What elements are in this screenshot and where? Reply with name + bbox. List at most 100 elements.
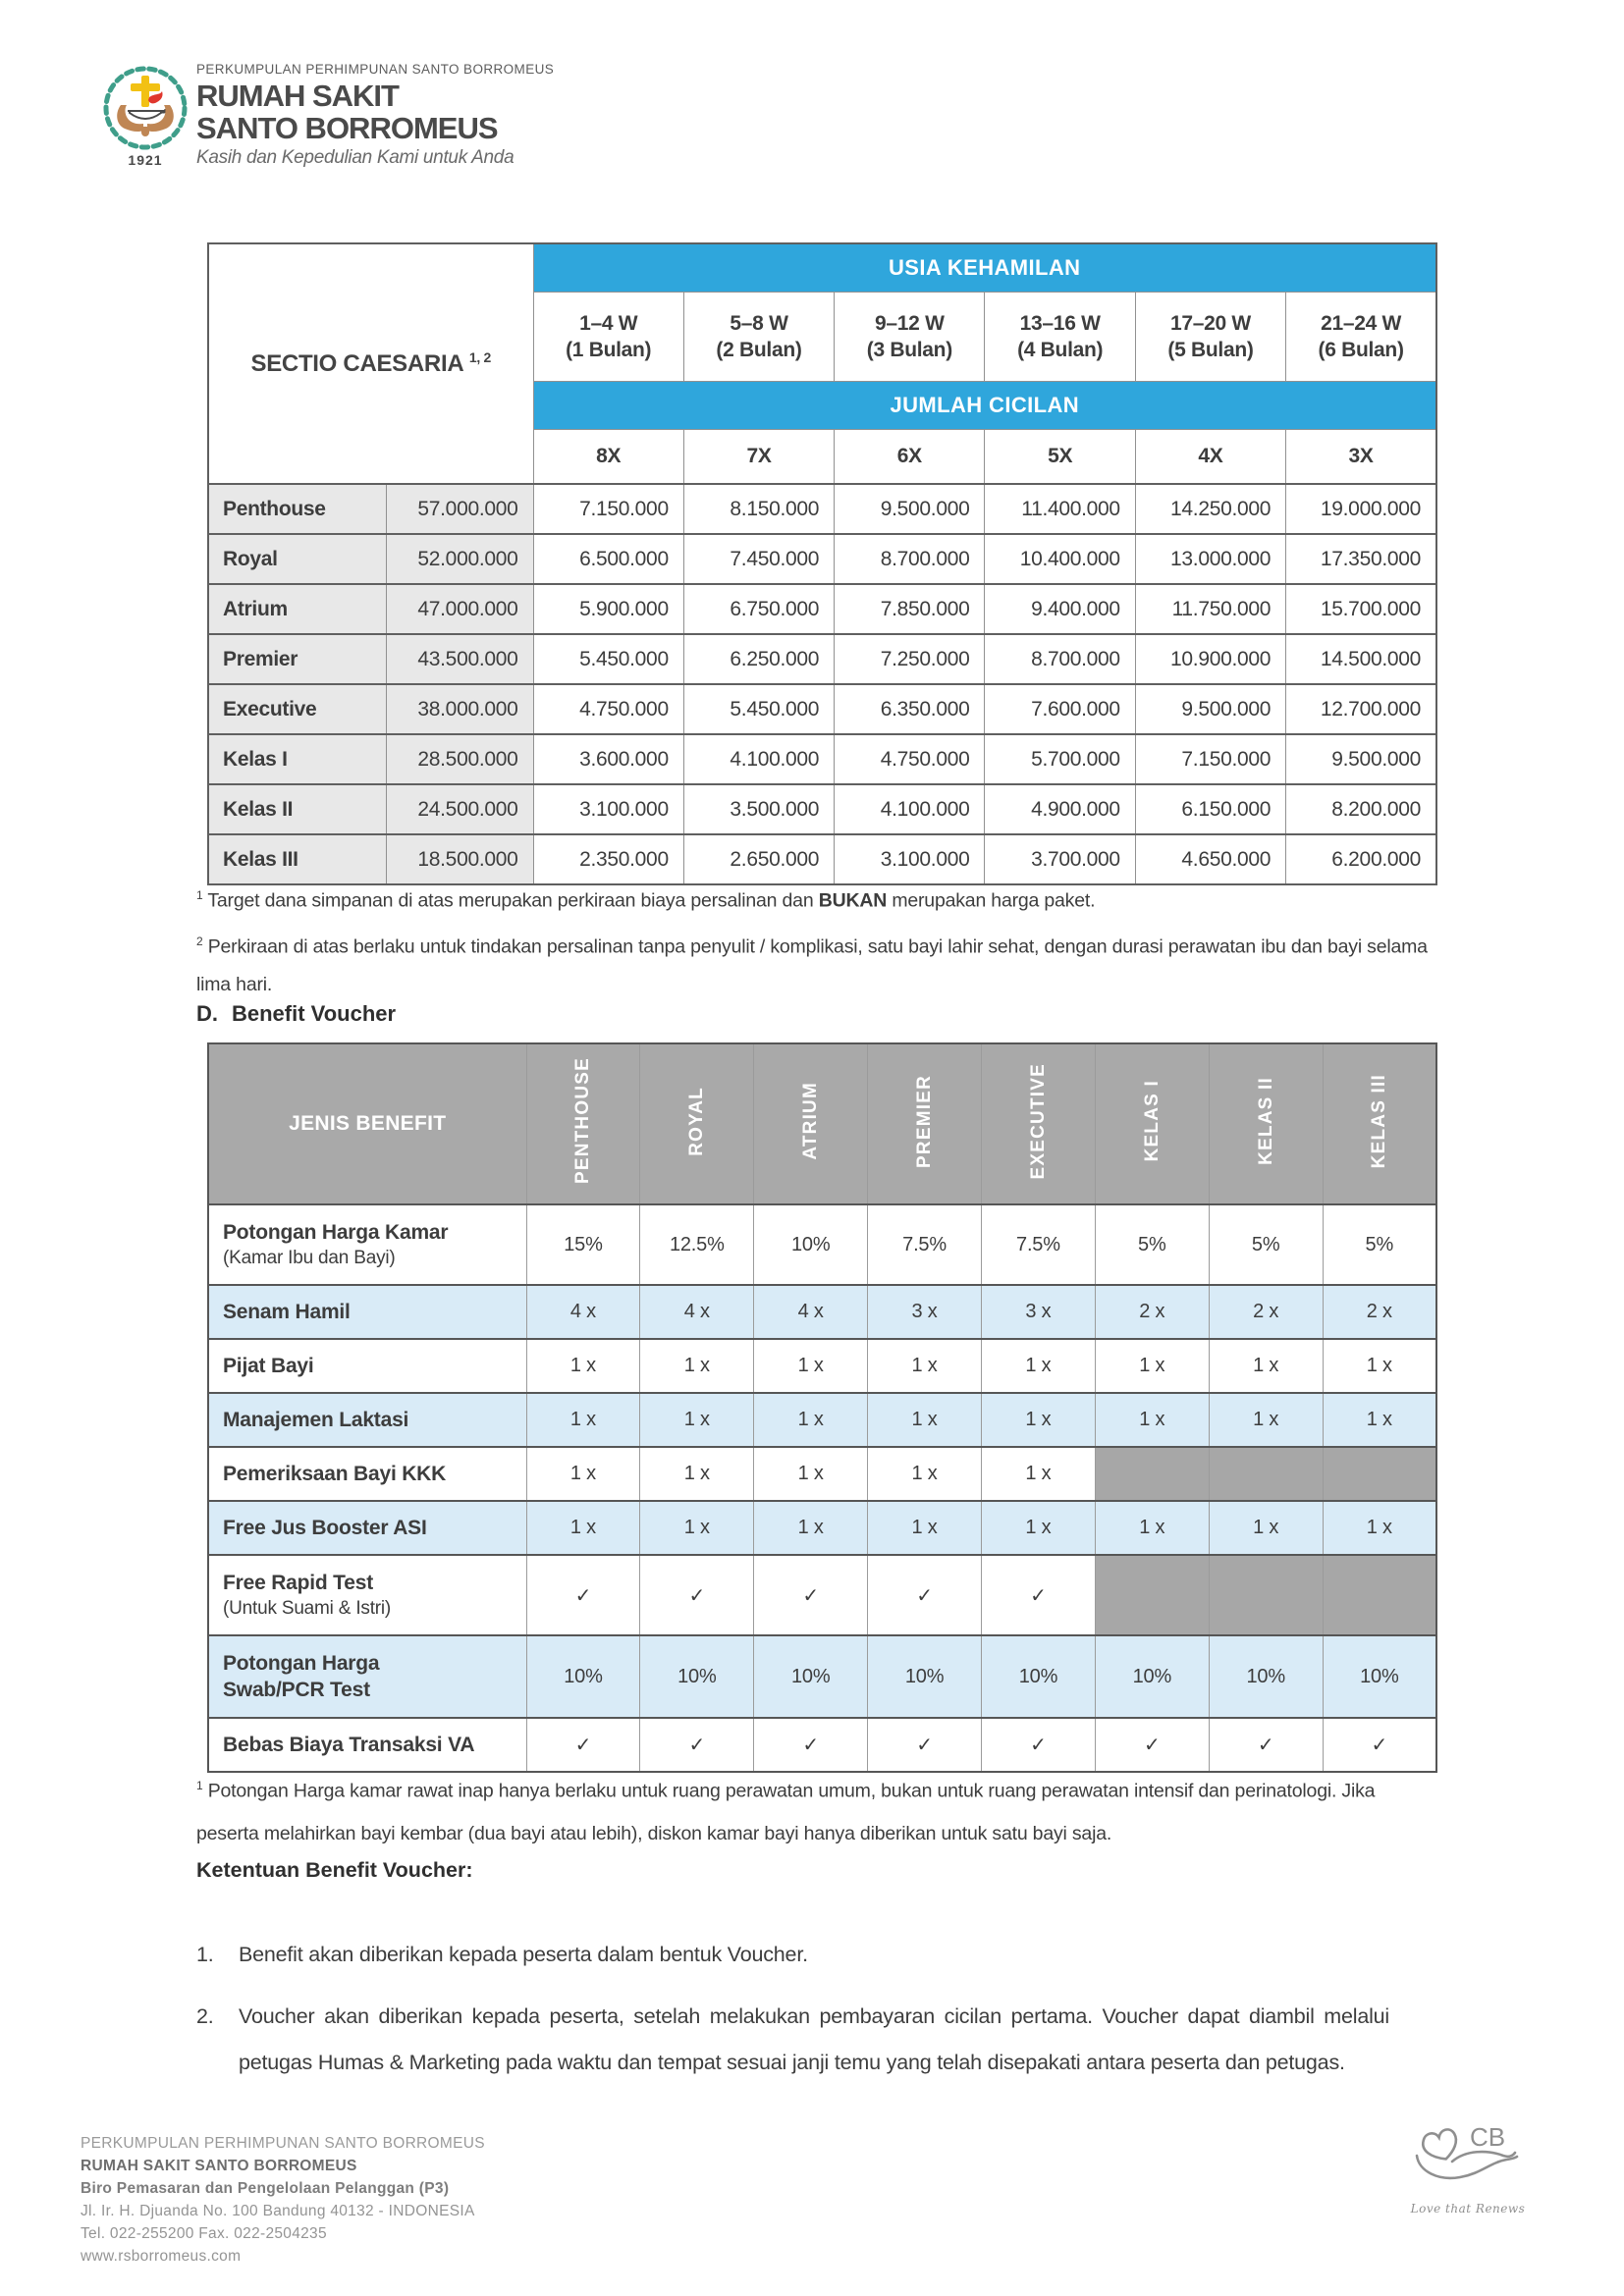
benefit-value: 1 x — [867, 1392, 982, 1448]
benefit-value: 1 x — [867, 1446, 982, 1502]
room-class-column-header: EXECUTIVE — [981, 1042, 1096, 1205]
installment-count-header: 7X — [682, 429, 836, 485]
target-savings-amount: 47.000.000 — [385, 583, 534, 635]
benefit-value: 1 x — [525, 1392, 641, 1448]
benefit-value: 10% — [639, 1634, 755, 1719]
benefit-name: Pijat Bayi — [207, 1338, 527, 1394]
room-class-name: Kelas III — [207, 833, 387, 885]
benefit-value: 15% — [525, 1203, 641, 1286]
installment-amount: 7.150.000 — [532, 483, 684, 535]
cross-icon — [131, 76, 160, 107]
benefit-value: ✓ — [867, 1717, 982, 1773]
benefit-row: Potongan Harga Kamar (Kamar Ibu dan Bayi)… — [207, 1203, 1437, 1286]
usia-kehamilan-header: USIA KEHAMILAN — [532, 242, 1437, 293]
installment-amount: 3.600.000 — [532, 733, 684, 785]
benefit-value: 1 x — [525, 1338, 641, 1394]
installment-count-header: 6X — [834, 429, 986, 485]
room-class-name: Penthouse — [207, 483, 387, 535]
installment-amount: 17.350.000 — [1285, 533, 1437, 585]
installment-amount: 15.700.000 — [1285, 583, 1437, 635]
installment-amount: 14.250.000 — [1134, 483, 1287, 535]
week-column-header: 17–20 W (5 Bulan) — [1134, 292, 1287, 382]
installment-amount: 10.900.000 — [1134, 633, 1287, 685]
installment-amount: 5.450.000 — [682, 683, 836, 735]
wing-icon — [1450, 2150, 1517, 2163]
benefit-value: 7.5% — [867, 1203, 982, 1286]
benefit-value: 1 x — [981, 1392, 1096, 1448]
benefit-not-available-cell — [1094, 1446, 1210, 1502]
benefit-voucher-table: JENIS BENEFIT PENTHOUSE ROYAL ATRIUM PREMIER… — [207, 1042, 1437, 1773]
room-class-column-header: PENTHOUSE — [525, 1042, 641, 1205]
benefit-value: 10% — [1208, 1634, 1324, 1719]
installment-amount: 12.700.000 — [1285, 683, 1437, 735]
installment-count-header: 8X — [532, 429, 684, 485]
benefit-value: 1 x — [753, 1446, 869, 1502]
benefit-value: 10% — [867, 1634, 982, 1719]
benefit-footnote: 1 Potongan Harga kamar rawat inap hanya … — [196, 1779, 1376, 1844]
installment-amount: 13.000.000 — [1134, 533, 1287, 585]
week-column-header: 21–24 W (6 Bulan) — [1285, 292, 1437, 382]
benefit-value: ✓ — [525, 1717, 641, 1773]
benefit-value: 12.5% — [639, 1203, 755, 1286]
footer-address-block: PERKUMPULAN PERHIMPUNAN SANTO BORROMEUS R… — [81, 2132, 485, 2268]
room-class-column-header: PREMIER — [867, 1042, 982, 1205]
target-savings-amount: 28.500.000 — [385, 733, 534, 785]
benefit-value: 1 x — [867, 1338, 982, 1394]
benefit-value: 10% — [525, 1634, 641, 1719]
benefit-value: 1 x — [1094, 1500, 1210, 1556]
benefit-value: 10% — [753, 1203, 869, 1286]
installment-amount: 7.600.000 — [984, 683, 1136, 735]
benefit-value: 5% — [1094, 1203, 1210, 1286]
section-title: Benefit Voucher — [232, 1001, 397, 1026]
installment-amount: 5.450.000 — [532, 633, 684, 685]
installment-amount: 19.000.000 — [1285, 483, 1437, 535]
installment-amount: 6.250.000 — [682, 633, 836, 685]
pricing-footnote-2: 2 Perkiraan di atas berlaku untuk tindak… — [196, 934, 1428, 996]
benefit-name: Manajemen Laktasi — [207, 1392, 527, 1448]
benefit-value: ✓ — [753, 1717, 869, 1773]
chain-circle-icon — [103, 66, 188, 150]
footer-line: Biro Pemasaran dan Pengelolaan Pelanggan… — [81, 2180, 450, 2197]
cb-logo: CB — [1415, 2122, 1519, 2180]
pricing-row: Atrium 47.000.000 5.900.000 6.750.000 7.850.… — [207, 583, 1437, 635]
benefit-value: 1 x — [1322, 1500, 1437, 1556]
benefit-name: Bebas Biaya Transaksi VA — [207, 1717, 527, 1773]
benefit-name: Free Jus Booster ASI — [207, 1500, 527, 1556]
installment-amount: 14.500.000 — [1285, 633, 1437, 685]
installment-amount: 8.150.000 — [682, 483, 836, 535]
benefit-value: 1 x — [1208, 1500, 1324, 1556]
installment-count-header: 3X — [1285, 429, 1437, 485]
bowl-icon — [128, 108, 167, 120]
benefit-not-available-cell — [1322, 1554, 1437, 1636]
benefit-not-available-cell — [1094, 1554, 1210, 1636]
benefit-value: 5% — [1322, 1203, 1437, 1286]
installment-amount: 4.650.000 — [1134, 833, 1287, 885]
benefit-value: 10% — [1322, 1634, 1437, 1719]
ketentuan-list: 1. Benefit akan diberikan kepada peserta … — [196, 1932, 1389, 2102]
pricing-row: Executive 38.000.000 4.750.000 5.450.000 6.3… — [207, 683, 1437, 735]
benefit-value: 1 x — [639, 1338, 755, 1394]
hand-icon — [1415, 2154, 1519, 2180]
benefit-value: 3 x — [981, 1284, 1096, 1340]
pricing-row: Penthouse 57.000.000 7.150.000 8.150.000 9.5… — [207, 483, 1437, 535]
installment-count-header: 5X — [984, 429, 1136, 485]
benefit-value: 10% — [1094, 1634, 1210, 1719]
week-column-header: 5–8 W (2 Bulan) — [682, 292, 836, 382]
footer-line: PERKUMPULAN PERHIMPUNAN SANTO BORROMEUS — [81, 2135, 485, 2152]
footer-line: Tel. 022-255200 Fax. 022-2504235 — [81, 2225, 327, 2242]
heart-icon — [1421, 2128, 1458, 2161]
installment-amount: 3.500.000 — [682, 783, 836, 835]
benefit-name: Pemeriksaan Bayi KKK — [207, 1446, 527, 1502]
benefit-value: 1 x — [753, 1392, 869, 1448]
installment-amount: 3.700.000 — [984, 833, 1136, 885]
benefit-value: 1 x — [981, 1446, 1096, 1502]
benefit-value: 1 x — [639, 1392, 755, 1448]
benefit-value: ✓ — [981, 1554, 1096, 1636]
target-savings-amount: 52.000.000 — [385, 533, 534, 585]
founding-year: 1921 — [128, 152, 163, 168]
benefit-table-container: JENIS BENEFIT PENTHOUSE ROYAL ATRIUM PREMIER… — [207, 1042, 1437, 1773]
installment-amount: 4.100.000 — [682, 733, 836, 785]
benefit-name: Senam Hamil — [207, 1284, 527, 1340]
